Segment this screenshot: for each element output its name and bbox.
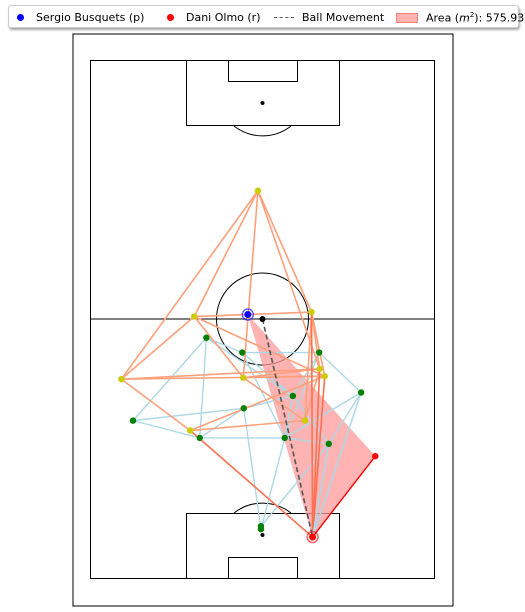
opponent-point xyxy=(321,373,328,380)
area-edge xyxy=(312,455,376,538)
teammate-edge xyxy=(284,391,362,439)
teammate-point xyxy=(289,392,297,400)
opponent-edge xyxy=(193,316,244,379)
bottom-penalty-arc xyxy=(233,502,292,514)
bottom-goal-area xyxy=(228,557,298,579)
teammate-edge xyxy=(199,337,208,438)
teammate-point xyxy=(281,434,288,442)
opponent-point xyxy=(308,308,315,316)
opponent-edge xyxy=(257,190,313,313)
opponent-point xyxy=(301,417,309,424)
ball-movement-line xyxy=(261,318,314,538)
opponent-edge xyxy=(189,375,326,432)
pitch-markings xyxy=(90,60,435,579)
receiver-edge xyxy=(310,312,314,538)
teammate-edge xyxy=(260,443,330,527)
teammate-edge xyxy=(199,407,245,439)
opponent-point xyxy=(186,427,194,434)
top-penalty-spot xyxy=(260,101,265,105)
teammate-edge xyxy=(132,407,244,422)
teammate-edge xyxy=(260,437,286,530)
top-goal-area xyxy=(228,60,298,82)
legend: Sergio Busquets (p) Dani Olmo (r) Ball M… xyxy=(8,5,524,29)
teammate-point xyxy=(357,389,365,396)
teammate-point xyxy=(129,417,137,424)
teammate-point xyxy=(203,334,210,341)
legend-item-area: Area (m2): 575.93 xyxy=(396,6,524,29)
receiver-marker-icon xyxy=(167,14,174,21)
opponent-point xyxy=(191,313,198,320)
passer-point xyxy=(244,311,252,319)
receiver-edge xyxy=(311,376,326,538)
area-vertex-point xyxy=(372,452,379,460)
opponent-point xyxy=(118,375,125,383)
opponent-edge xyxy=(243,368,320,379)
teammate-point xyxy=(315,349,323,356)
legend-ball-label: Ball Movement xyxy=(302,11,385,24)
opponent-edge xyxy=(304,312,313,421)
axes-frame xyxy=(72,33,454,607)
opponent-edge xyxy=(120,190,259,380)
receiver-edge xyxy=(189,429,314,538)
receiver-edge xyxy=(311,443,330,538)
teammate-point xyxy=(240,405,247,412)
bottom-penalty-spot xyxy=(260,533,265,537)
legend-passer-label: Sergio Busquets (p) xyxy=(36,11,145,24)
passer-ring xyxy=(241,308,255,321)
opponent-edge xyxy=(120,315,195,380)
opponent-point xyxy=(316,365,323,373)
teammate-point xyxy=(257,523,265,530)
teammate-edge xyxy=(284,395,294,439)
receiver-ring xyxy=(306,530,319,544)
area-patch-icon xyxy=(396,12,418,23)
receiver-edge xyxy=(311,392,362,538)
teammate-point xyxy=(325,440,332,448)
legend-item-passer: Sergio Busquets (p) xyxy=(17,6,144,29)
opponent-point xyxy=(254,187,262,194)
teammate-edge xyxy=(318,352,362,394)
top-penalty-box xyxy=(186,60,340,126)
teammate-edge xyxy=(284,437,329,445)
opponent-edge xyxy=(242,190,259,378)
teammate-edge xyxy=(132,419,200,439)
ball-point xyxy=(259,316,266,322)
opponent-point xyxy=(240,374,247,381)
top-penalty-arc xyxy=(233,125,292,137)
receiver-point xyxy=(309,533,317,541)
legend-item-receiver: Dani Olmo (r) xyxy=(167,6,261,29)
teammate-edge xyxy=(284,352,320,439)
opponent-edge xyxy=(121,368,320,380)
teammate-edge xyxy=(243,408,262,530)
centre-circle xyxy=(216,272,309,366)
legend-area-label: Area (m2): 575.93 xyxy=(426,10,525,25)
opponent-edge xyxy=(193,315,326,377)
passer-marker-icon xyxy=(17,14,24,21)
opponent-edge xyxy=(310,311,326,377)
legend-receiver-label: Dani Olmo (r) xyxy=(186,11,261,24)
dashed-line-icon xyxy=(274,17,294,18)
legend-item-ball: Ball Movement xyxy=(274,6,384,29)
opponent-edge xyxy=(193,190,259,317)
opponent-edge xyxy=(242,377,306,422)
teammate-point xyxy=(196,434,203,442)
opponent-edge xyxy=(120,378,191,432)
teammate-edge xyxy=(292,352,320,397)
teammate-point xyxy=(239,349,246,356)
receiver-edge xyxy=(311,368,321,538)
teammate-edge xyxy=(328,392,362,445)
